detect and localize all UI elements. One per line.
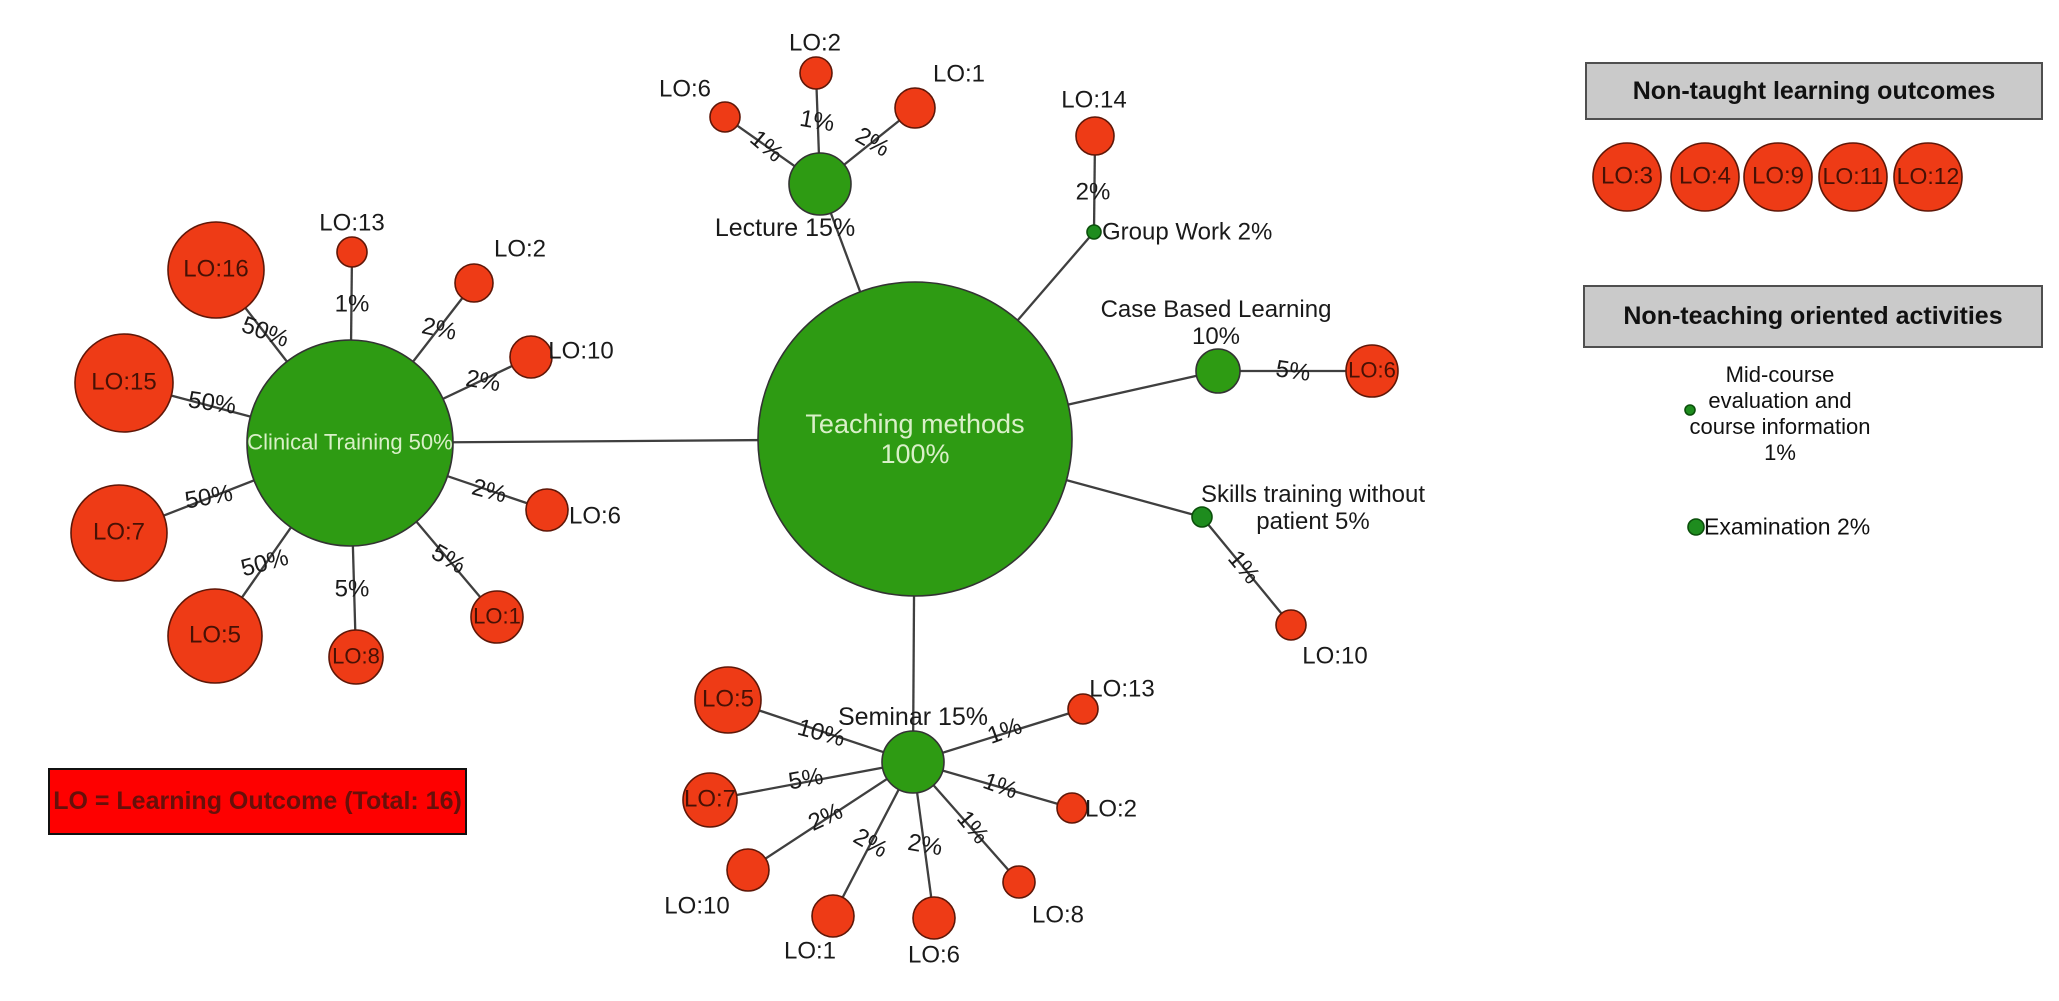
dot-node-skills [1191,506,1213,528]
edge-skills-ski-lo10 [1201,516,1292,626]
method-node-teaching [757,281,1073,597]
non-teaching-header: Non-teaching oriented activities [1583,285,2043,348]
outcome-node-cli-lo1 [470,590,524,644]
outcome-node-sem-lo10 [726,848,770,892]
outcome-node-cli-lo16 [167,221,265,319]
outcome-node-cli-lo5 [167,588,263,684]
legend-box: LO = Learning Outcome (Total: 16) [48,768,467,835]
outcome-node-cbl-lo6 [1345,344,1399,398]
outcome-node-lec-lo1 [894,87,936,129]
outcome-node-cli-lo13 [336,236,368,268]
method-node-clinical [246,339,454,547]
outcome-node-sem-lo7 [682,772,738,828]
non-teaching-title: Non-teaching oriented activities [1623,302,2003,330]
outcome-node-sem-lo1 [811,894,855,938]
non-taught-title: Non-taught learning outcomes [1632,76,1996,105]
outcome-node-cli-lo6 [525,488,569,532]
dot-node-exam-dot [1687,518,1705,536]
outcome-node-lo14 [1075,116,1115,156]
dot-node-groupwork [1086,224,1102,240]
legend-text: LO = Learning Outcome (Total: 16) [53,787,462,815]
edge-seminar-sem-lo7 [709,760,914,802]
outcome-node-lec-lo2 [799,56,833,90]
method-node-seminar [881,730,945,794]
method-node-cbl [1195,348,1241,394]
outcome-node-cli-lo2 [454,263,494,303]
outcome-node-ski-lo10 [1275,609,1307,641]
outcome-node-sem-lo8 [1002,865,1036,899]
dot-node-mid-dot [1684,404,1696,416]
edge-seminar-sem-lo10 [747,761,914,871]
outcome-node-cli-lo15 [74,333,174,433]
outcome-node-lec-lo6 [709,101,741,133]
method-node-lecture [788,152,852,216]
non-taught-header: Non-taught learning outcomes [1585,62,2043,120]
outcome-node-cli-lo10 [509,335,553,379]
outcome-node-sem-lo6 [912,896,956,940]
outcome-node-nt-lo3 [1592,142,1662,212]
mid-course-label: Mid-course evaluation and course informa… [1689,362,1871,465]
outcome-node-nt-lo4 [1670,142,1740,212]
outcome-node-nt-lo11 [1818,142,1888,212]
outcome-node-sem-lo13 [1067,693,1099,725]
outcome-node-cli-lo8 [328,629,384,685]
outcome-node-nt-lo9 [1743,142,1813,212]
outcome-node-nt-lo12 [1893,142,1963,212]
outcome-node-cli-lo7 [70,484,168,582]
outcome-node-sem-lo5 [694,666,762,734]
examination-label: Examination 2% [1704,513,1871,540]
outcome-node-sem-lo2 [1056,792,1088,824]
